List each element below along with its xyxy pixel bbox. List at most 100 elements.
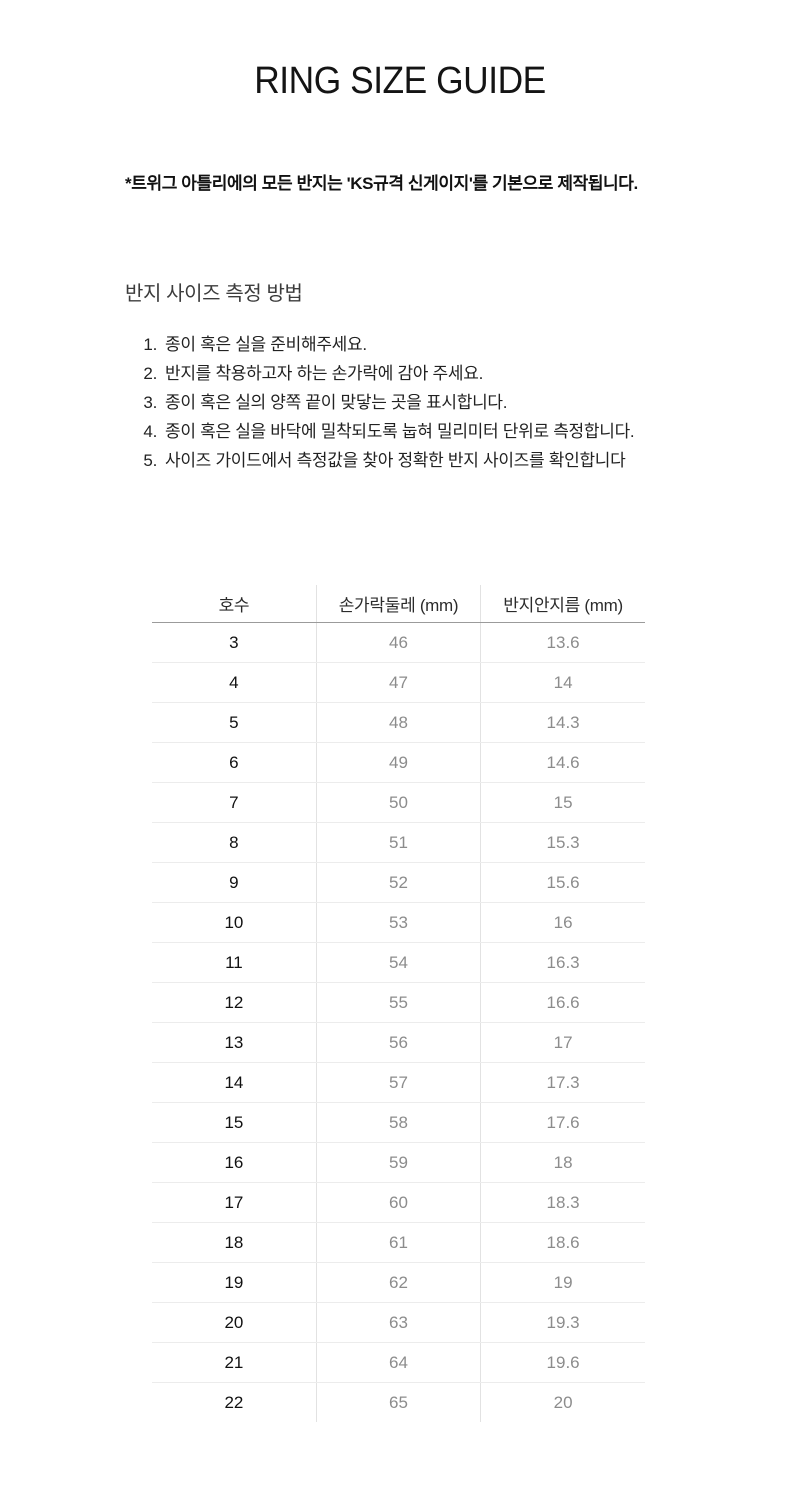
size-table: 호수 손가락둘레 (mm) 반지안지름 (mm) 3 46 13.6 4 47 14 5 48… [152, 585, 645, 1422]
size-cell: 8 [152, 822, 317, 863]
circumference-cell: 53 [315, 902, 481, 943]
circumference-cell: 47 [315, 662, 481, 703]
circumference-cell: 62 [315, 1262, 481, 1303]
notice-text: *트위그 아틀리에의 모든 반지는 'KS규격 신게이지'를 기본으로 제작됩니… [125, 174, 638, 193]
diameter-cell: 18.6 [480, 1222, 645, 1263]
col-header-circumference: 손가락둘레 (mm) [315, 585, 481, 623]
section-heading: 반지 사이즈 측정 방법 [125, 283, 303, 305]
circumference-cell: 60 [315, 1182, 481, 1223]
size-cell: 17 [152, 1182, 317, 1223]
circumference-cell: 56 [315, 1022, 481, 1063]
diameter-cell: 18.3 [480, 1182, 645, 1223]
table-row: 22 65 20 [152, 1382, 645, 1422]
table-header-row: 호수 손가락둘레 (mm) 반지안지름 (mm) [152, 585, 645, 623]
diameter-cell: 17.6 [480, 1102, 645, 1143]
size-cell: 16 [152, 1142, 317, 1183]
size-cell: 19 [152, 1262, 317, 1303]
diameter-cell: 14 [480, 662, 645, 703]
table-row: 14 57 17.3 [152, 1062, 645, 1103]
diameter-cell: 15.6 [480, 862, 645, 903]
circumference-cell: 50 [315, 782, 481, 823]
diameter-cell: 16.3 [480, 942, 645, 983]
diameter-cell: 17 [480, 1022, 645, 1063]
step-text: 종이 혹은 실을 바닥에 밀착되도록 눕혀 밀리미터 단위로 측정합니다. [165, 422, 635, 441]
size-cell: 10 [152, 902, 317, 943]
size-cell: 18 [152, 1222, 317, 1263]
table-row: 10 53 16 [152, 902, 645, 943]
circumference-cell: 55 [315, 982, 481, 1023]
step-number: 1. [143, 335, 157, 354]
diameter-cell: 20 [480, 1382, 645, 1422]
table-row: 20 63 19.3 [152, 1302, 645, 1343]
size-cell: 6 [152, 742, 317, 783]
step-text: 종이 혹은 실의 양쪽 끝이 맞닿는 곳을 표시합니다. [165, 393, 508, 412]
size-cell: 7 [152, 782, 317, 823]
table-row: 17 60 18.3 [152, 1182, 645, 1223]
col-header-size: 호수 [152, 585, 317, 623]
size-cell: 5 [152, 702, 317, 743]
table-row: 4 47 14 [152, 662, 645, 703]
diameter-cell: 19.3 [480, 1302, 645, 1343]
size-cell: 12 [152, 982, 317, 1023]
measure-steps: 1. 종이 혹은 실을 준비해주세요. 2. 반지를 착용하고자 하는 손가락에 감아… [140, 330, 634, 475]
diameter-cell: 17.3 [480, 1062, 645, 1103]
table-row: 3 46 13.6 [152, 622, 645, 663]
size-cell: 15 [152, 1102, 317, 1143]
diameter-cell: 19.6 [480, 1342, 645, 1383]
table-row: 5 48 14.3 [152, 702, 645, 743]
circumference-cell: 54 [315, 942, 481, 983]
table-row: 13 56 17 [152, 1022, 645, 1063]
table-body: 3 46 13.6 4 47 14 5 48 14.3 6 49 14.6 7 50 15 8 51 15.3 9 5… [152, 622, 645, 1422]
size-cell: 4 [152, 662, 317, 703]
table-row: 9 52 15.6 [152, 862, 645, 903]
circumference-cell: 57 [315, 1062, 481, 1103]
table-row: 6 49 14.6 [152, 742, 645, 783]
table-row: 18 61 18.6 [152, 1222, 645, 1263]
circumference-cell: 51 [315, 822, 481, 863]
circumference-cell: 49 [315, 742, 481, 783]
diameter-cell: 16.6 [480, 982, 645, 1023]
size-cell: 11 [152, 942, 317, 983]
circumference-cell: 52 [315, 862, 481, 903]
size-cell: 9 [152, 862, 317, 903]
table-row: 19 62 19 [152, 1262, 645, 1303]
table-row: 21 64 19.6 [152, 1342, 645, 1383]
col-header-diameter: 반지안지름 (mm) [480, 585, 645, 623]
size-cell: 14 [152, 1062, 317, 1103]
diameter-cell: 18 [480, 1142, 645, 1183]
diameter-cell: 15 [480, 782, 645, 823]
diameter-cell: 16 [480, 902, 645, 943]
step-text: 종이 혹은 실을 준비해주세요. [165, 335, 367, 354]
step-item: 4. 종이 혹은 실을 바닥에 밀착되도록 눕혀 밀리미터 단위로 측정합니다. [140, 417, 634, 446]
diameter-cell: 14.3 [480, 702, 645, 743]
step-item: 3. 종이 혹은 실의 양쪽 끝이 맞닿는 곳을 표시합니다. [140, 388, 634, 417]
size-cell: 21 [152, 1342, 317, 1383]
table-row: 15 58 17.6 [152, 1102, 645, 1143]
size-cell: 3 [152, 622, 317, 663]
table-row: 8 51 15.3 [152, 822, 645, 863]
diameter-cell: 14.6 [480, 742, 645, 783]
table-row: 12 55 16.6 [152, 982, 645, 1023]
step-number: 5. [143, 451, 157, 470]
step-number: 2. [143, 364, 157, 383]
size-cell: 13 [152, 1022, 317, 1063]
diameter-cell: 19 [480, 1262, 645, 1303]
circumference-cell: 63 [315, 1302, 481, 1343]
circumference-cell: 61 [315, 1222, 481, 1263]
circumference-cell: 64 [315, 1342, 481, 1383]
circumference-cell: 46 [315, 622, 481, 663]
table-row: 11 54 16.3 [152, 942, 645, 983]
step-number: 4. [143, 422, 157, 441]
page-title: RING SIZE GUIDE [254, 60, 546, 102]
step-number: 3. [143, 393, 157, 412]
size-cell: 22 [224, 1392, 244, 1412]
step-item: 2. 반지를 착용하고자 하는 손가락에 감아 주세요. [140, 359, 634, 388]
circumference-cell: 48 [315, 702, 481, 743]
circumference-cell: 58 [315, 1102, 481, 1143]
step-item: 1. 종이 혹은 실을 준비해주세요. [140, 330, 634, 359]
step-item: 5. 사이즈 가이드에서 측정값을 찾아 정확한 반지 사이즈를 확인합니다 [140, 446, 634, 475]
diameter-cell: 15.3 [480, 822, 645, 863]
size-cell: 20 [152, 1302, 317, 1343]
table-row: 7 50 15 [152, 782, 645, 823]
